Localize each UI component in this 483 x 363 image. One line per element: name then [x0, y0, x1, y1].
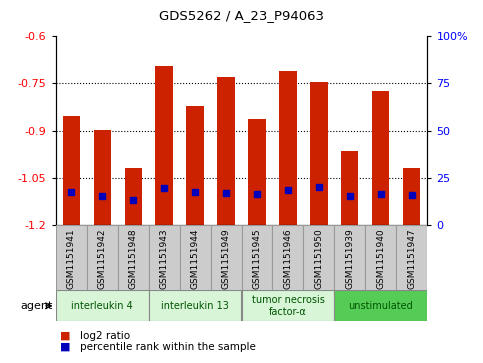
Bar: [403, 168, 421, 225]
Text: log2 ratio: log2 ratio: [80, 331, 130, 341]
Bar: [211, 225, 242, 292]
Text: GSM1151941: GSM1151941: [67, 228, 75, 289]
Bar: [242, 225, 272, 292]
Bar: [156, 66, 172, 225]
Bar: [56, 225, 86, 292]
Bar: [180, 225, 211, 292]
Bar: [334, 290, 427, 321]
Text: GSM1151950: GSM1151950: [314, 228, 324, 289]
Text: GSM1151949: GSM1151949: [222, 228, 230, 289]
Bar: [372, 91, 389, 225]
Text: GSM1151944: GSM1151944: [190, 228, 199, 289]
Bar: [62, 116, 80, 225]
Text: agent: agent: [21, 301, 53, 311]
Bar: [303, 225, 334, 292]
Bar: [341, 151, 358, 225]
Text: tumor necrosis
factor-α: tumor necrosis factor-α: [252, 295, 325, 317]
Text: GSM1151939: GSM1151939: [345, 228, 355, 289]
Text: GSM1151940: GSM1151940: [376, 228, 385, 289]
Bar: [56, 290, 149, 321]
Bar: [217, 77, 235, 225]
Bar: [280, 71, 297, 225]
Text: unstimulated: unstimulated: [349, 301, 413, 311]
Text: percentile rank within the sample: percentile rank within the sample: [80, 342, 256, 352]
Text: interleukin 4: interleukin 4: [71, 301, 133, 311]
Text: ■: ■: [60, 331, 71, 341]
Bar: [86, 225, 117, 292]
Bar: [125, 168, 142, 225]
Text: ■: ■: [60, 342, 71, 352]
Bar: [311, 82, 327, 225]
Text: GSM1151942: GSM1151942: [98, 228, 107, 289]
Bar: [117, 225, 149, 292]
Bar: [186, 106, 203, 225]
Bar: [272, 225, 303, 292]
Text: GSM1151948: GSM1151948: [128, 228, 138, 289]
Bar: [334, 225, 366, 292]
Bar: [242, 290, 334, 321]
Text: GSM1151943: GSM1151943: [159, 228, 169, 289]
Text: GDS5262 / A_23_P94063: GDS5262 / A_23_P94063: [159, 9, 324, 22]
Text: interleukin 13: interleukin 13: [161, 301, 229, 311]
Bar: [149, 225, 180, 292]
Bar: [366, 225, 397, 292]
Bar: [248, 119, 266, 225]
Bar: [149, 290, 242, 321]
Bar: [397, 225, 427, 292]
Text: GSM1151945: GSM1151945: [253, 228, 261, 289]
Text: GSM1151946: GSM1151946: [284, 228, 293, 289]
Text: GSM1151947: GSM1151947: [408, 228, 416, 289]
Bar: [94, 130, 111, 225]
